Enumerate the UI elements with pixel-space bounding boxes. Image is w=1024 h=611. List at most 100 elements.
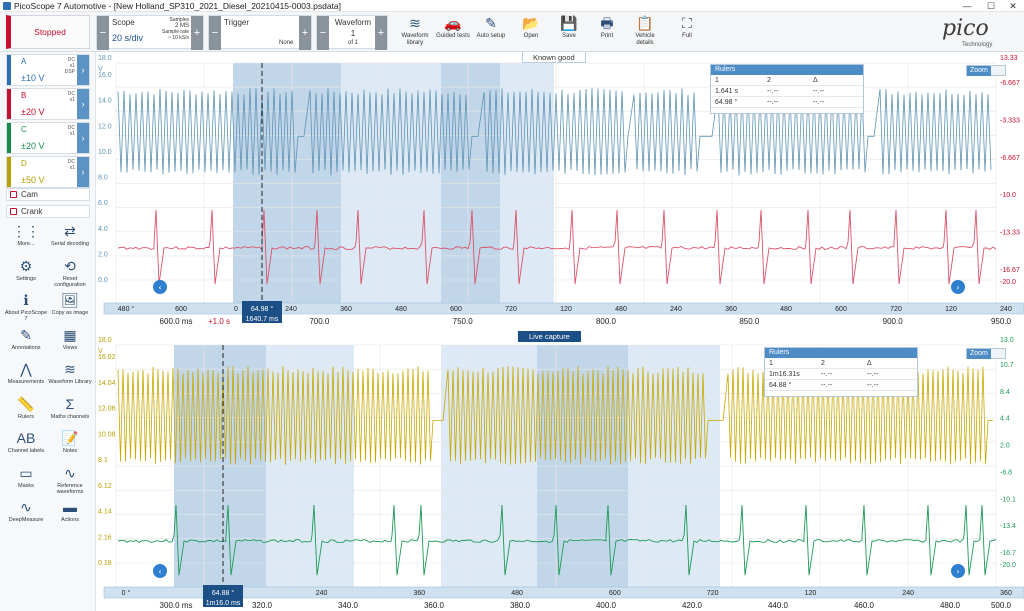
- cursor-label-box[interactable]: [203, 585, 243, 607]
- channel-expand-button[interactable]: ›: [77, 123, 89, 153]
- channel-expand-button[interactable]: ›: [77, 157, 89, 187]
- about-button[interactable]: ℹ About PicoScope 7: [4, 291, 48, 325]
- channel-labels-button[interactable]: AB Channel labels: [4, 429, 48, 463]
- close-button[interactable]: ✕: [1009, 1, 1017, 11]
- channel-range[interactable]: ±20 V: [21, 141, 45, 151]
- ruler-1-time: 1.641 s: [715, 88, 738, 95]
- annotations-button[interactable]: ✎ Annotations: [4, 326, 48, 360]
- time-axis-label: 500.0: [991, 601, 1012, 610]
- rulers-title: Rulers: [711, 65, 863, 75]
- bottom-view-tag[interactable]: Live capture: [518, 331, 581, 342]
- ruler-2-time: --.--: [821, 371, 833, 378]
- time-axis-label: 800.0: [596, 317, 617, 326]
- time-axis-label: 320.0: [252, 601, 273, 610]
- tool-label: Reset configuration: [54, 275, 86, 288]
- left-axis-tick: 6.12: [98, 483, 112, 490]
- notes-button[interactable]: 📝 Notes: [48, 429, 92, 463]
- bottom-rulers-panel[interactable]: Rulers 1 2 Δ 1m16.31s --.-- --.-- 64.88 ° --.…: [764, 347, 918, 397]
- channel-range[interactable]: ±20 V: [21, 107, 45, 117]
- bottom-zoom-panel[interactable]: Zoom: [966, 348, 1006, 359]
- settings-icon: ⚙: [19, 257, 33, 274]
- channel-b-card[interactable]: B ±20 V DC x1 ›: [6, 88, 90, 120]
- top-rulers-panel[interactable]: Rulers 1 2 Δ 1.641 s --.-- --.-- 64.98 ° --.-…: [710, 64, 864, 114]
- scroll-left-button[interactable]: [153, 280, 167, 294]
- samples-value[interactable]: 2 MS: [174, 23, 189, 29]
- scope-plus-button[interactable]: +: [191, 16, 203, 50]
- scroll-left-button[interactable]: [153, 564, 167, 578]
- more-button[interactable]: ⋮⋮ More...: [4, 222, 48, 256]
- time-axis-label: 900.0: [883, 317, 904, 326]
- deepmeasure-button[interactable]: ∿ DeepMeasure: [4, 498, 48, 532]
- rotation-tick: 600: [175, 306, 187, 313]
- serial-decoding-button[interactable]: ⇄ Serial decoding: [48, 222, 92, 256]
- channel-expand-button[interactable]: ›: [77, 55, 89, 85]
- rulers-button[interactable]: 📏 Rulers: [4, 395, 48, 429]
- channel-color-strip: [7, 157, 11, 187]
- maths-channels-button[interactable]: Σ Maths channels: [48, 395, 92, 429]
- guided-tests-button[interactable]: 🚗 Guided tests: [434, 14, 472, 50]
- ruler-col-2: 2: [767, 77, 771, 84]
- scroll-right-button[interactable]: [951, 564, 965, 578]
- waveform-library-side-button[interactable]: ≋ Waveform Library: [48, 360, 92, 394]
- cursor-label-box[interactable]: [242, 301, 282, 323]
- channel-expand-button[interactable]: ›: [77, 89, 89, 119]
- trigger-minus-button[interactable]: −: [209, 16, 221, 50]
- tool-label: Measurements: [7, 379, 45, 385]
- reset-configuration-icon: ⟲: [64, 257, 76, 274]
- rotation-ruler-bar[interactable]: [103, 302, 1024, 315]
- stop-button[interactable]: Stopped: [6, 15, 90, 49]
- waveform-index[interactable]: 1: [350, 29, 356, 38]
- maximize-button[interactable]: ☐: [986, 1, 996, 11]
- rotation-ruler-bar[interactable]: [103, 586, 1024, 599]
- waveform-library-button[interactable]: ≋ Waveform library: [396, 14, 434, 50]
- tool-label: Copy as image: [51, 310, 89, 316]
- channel-a-card[interactable]: A ±10 V DC x1 DSP ›: [6, 54, 90, 86]
- scope-minus-button[interactable]: −: [97, 16, 109, 50]
- minimize-button[interactable]: —: [962, 1, 972, 11]
- channel-d-card[interactable]: D ±50 V DC x1 ›: [6, 156, 90, 188]
- math-channel-label: Cam: [21, 190, 38, 199]
- reference-waveforms-button[interactable]: ∿ Reference waveforms: [48, 464, 92, 498]
- waveform-plus-button[interactable]: +: [375, 16, 387, 50]
- ruler-col-delta: Δ: [867, 360, 872, 367]
- left-axis-tick: 2.0: [98, 251, 108, 258]
- auto-setup-button[interactable]: ✎ Auto setup: [472, 14, 510, 50]
- scroll-right-button[interactable]: [951, 280, 965, 294]
- copy-as-image-button[interactable]: 🖼 Copy as image: [48, 291, 92, 325]
- channel-color-strip: [7, 89, 11, 119]
- samples-label: Samples: [169, 17, 189, 23]
- full-button[interactable]: ⛶ Full: [668, 14, 706, 50]
- settings-button[interactable]: ⚙ Settings: [4, 257, 48, 291]
- actions-button[interactable]: ▬ Actions: [48, 498, 92, 532]
- bottom-graph[interactable]: 18.0 V16.02 14.04 12.06 10.08 8.1 6.12 4.14 2.16…: [96, 331, 1024, 611]
- measurements-button[interactable]: ⋀ Measurements: [4, 360, 48, 394]
- save-button[interactable]: 💾 Save: [550, 14, 588, 50]
- right-axis-tick: -6.667: [1000, 155, 1020, 162]
- time-axis-label: 360.0: [424, 601, 445, 610]
- open-button[interactable]: 📂 Open: [512, 14, 550, 50]
- channel-c-card[interactable]: C ±20 V DC x1 ›: [6, 122, 90, 154]
- timebase-value[interactable]: 20 s/div: [112, 33, 144, 43]
- waveform-minus-button[interactable]: −: [317, 16, 329, 50]
- trigger-value[interactable]: None: [279, 40, 294, 46]
- channel-range[interactable]: ±10 V: [21, 73, 45, 83]
- print-button[interactable]: 🖶 Print: [588, 14, 626, 50]
- actions-icon: ▬: [63, 499, 77, 515]
- channel-range[interactable]: ±50 V: [21, 175, 45, 185]
- right-axis-tick: 8.4: [1000, 389, 1010, 396]
- views-button[interactable]: ▦ Views: [48, 326, 92, 360]
- masks-button[interactable]: ▭ Masks: [4, 464, 48, 498]
- reset-configuration-button[interactable]: ⟲ Reset configuration: [48, 257, 92, 291]
- top-view-tag[interactable]: Known good: [522, 52, 586, 63]
- math-channel-label: Crank: [21, 207, 43, 216]
- time-axis-label: 380.0: [510, 601, 531, 610]
- top-zoom-panel[interactable]: Zoom: [966, 65, 1006, 76]
- measurements-icon: ⋀: [20, 361, 32, 377]
- math-channel-crank[interactable]: Crank: [6, 205, 90, 218]
- vehicle-details-button[interactable]: 📋 Vehicle details: [626, 14, 664, 50]
- window-title: PicoScope 7 Automotive - [New Holland_SP…: [14, 1, 342, 11]
- math-channel-cam[interactable]: Cam: [6, 188, 90, 201]
- top-graph[interactable]: 18.0 V16.0 14.0 12.0 10.0 8.0 6.0 4.0 2.0 0.0 13.3…: [96, 52, 1024, 329]
- coupling-line: DC: [67, 91, 75, 97]
- trigger-plus-button[interactable]: +: [299, 16, 311, 50]
